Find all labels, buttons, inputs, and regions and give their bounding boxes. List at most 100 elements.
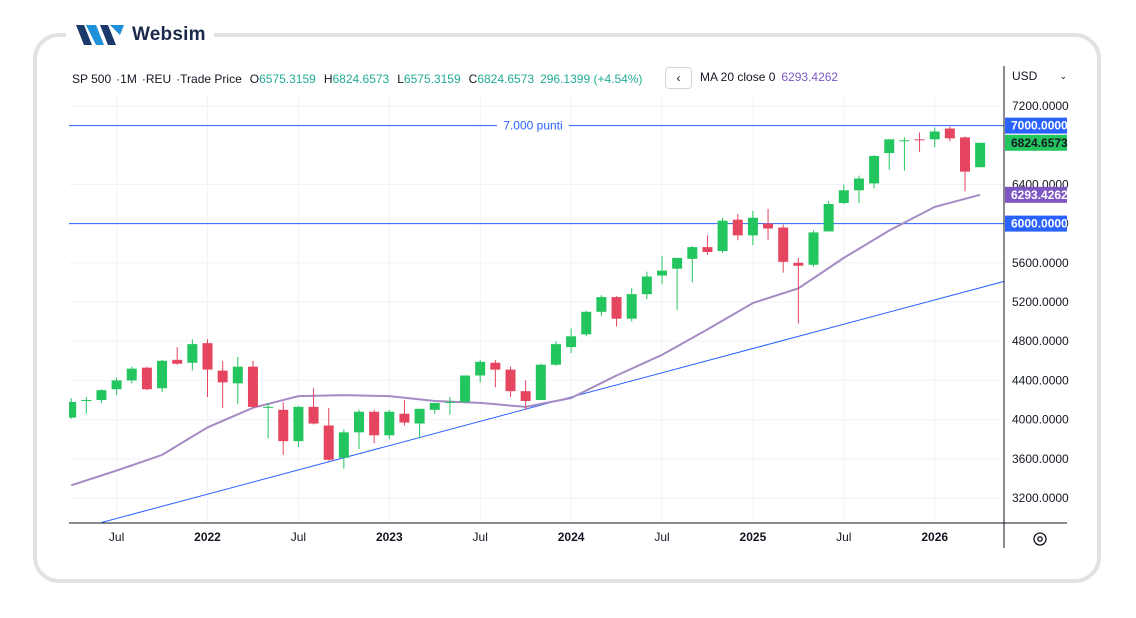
- candle-body: [384, 411, 395, 436]
- x-tick-label: Jul: [291, 530, 306, 544]
- candle-body: [308, 406, 319, 424]
- candle-body: [793, 262, 804, 266]
- candle-body: [535, 364, 546, 400]
- x-tick-label: 2026: [921, 530, 948, 544]
- collapse-legend-button[interactable]: ‹: [665, 67, 692, 89]
- change-value: 296.1399 (+4.54%): [540, 72, 643, 86]
- level-axis-label-bg: [1005, 215, 1067, 232]
- candle-body: [157, 360, 168, 389]
- candle-body: [247, 366, 258, 407]
- indicator-label: MA 20 close 0: [700, 70, 776, 84]
- candle-body: [126, 368, 137, 381]
- candle-body: [141, 367, 152, 390]
- x-tick-label: 2024: [558, 530, 585, 544]
- price-axis-label: 6824.6573: [1011, 136, 1068, 150]
- indicator-value: 6293.4262: [781, 70, 839, 84]
- y-tick-label: 3600.0000: [1012, 452, 1069, 466]
- x-tick-label: Jul: [109, 530, 124, 544]
- candle-body: [429, 402, 440, 410]
- candle-body: [853, 178, 864, 191]
- candle-body: [172, 359, 183, 364]
- open-label: O: [249, 72, 260, 86]
- currency-label: USD: [1012, 69, 1038, 83]
- candle-body: [520, 391, 531, 401]
- candle-body: [460, 375, 471, 402]
- close-value: 6824.6573: [477, 72, 535, 86]
- candle-body: [975, 142, 986, 168]
- candle-body: [96, 390, 107, 400]
- level-label: 7.000 punti: [503, 119, 562, 133]
- candle-body: [884, 139, 895, 154]
- candles: [69, 126, 986, 469]
- candle-body: [293, 406, 304, 442]
- brand-logo: Websim: [66, 18, 214, 52]
- candle-body: [899, 140, 910, 142]
- candle-body: [869, 155, 880, 184]
- candle-body: [475, 361, 486, 376]
- low-label: L: [397, 72, 404, 86]
- candle-body: [202, 343, 213, 370]
- candle-body: [596, 297, 607, 312]
- candle-body: [657, 270, 667, 276]
- chart-legend: SP 500 · 1M · REU · Trade Price O 6575.31…: [72, 72, 643, 86]
- high-label: H: [323, 72, 333, 86]
- candle-body: [823, 204, 834, 232]
- x-tick-label: Jul: [836, 530, 851, 544]
- data-source: REU: [145, 72, 172, 86]
- level-axis-label: 7000.0000: [1011, 119, 1068, 133]
- x-tick-label: Jul: [473, 530, 488, 544]
- y-tick-label: 4800.0000: [1012, 334, 1069, 348]
- chart-frame: [33, 33, 1101, 583]
- candle-body: [672, 257, 683, 269]
- x-tick-label: Jul: [654, 530, 669, 544]
- candle-body: [732, 219, 743, 236]
- candle-body: [414, 408, 425, 424]
- currency-selector[interactable]: USD ⌄: [1012, 67, 1067, 85]
- settings-gear-icon[interactable]: [1031, 530, 1049, 548]
- candle-body: [444, 401, 455, 403]
- candle-body: [263, 406, 274, 408]
- candle-body: [369, 411, 380, 436]
- x-tick-label: 2023: [376, 530, 403, 544]
- price-type: Trade Price: [180, 72, 242, 86]
- candle-body: [581, 311, 592, 335]
- open-value: 6575.3159: [259, 72, 316, 86]
- chevron-left-icon: ‹: [676, 71, 681, 85]
- candle-body: [566, 336, 577, 348]
- level-axis-label-bg: [1005, 117, 1067, 134]
- interval[interactable]: 1M: [120, 72, 137, 86]
- candle-body: [490, 362, 501, 370]
- candle-body: [323, 425, 334, 460]
- y-tick-label: 7200.0000: [1012, 99, 1069, 113]
- websim-logo-icon: [76, 25, 124, 45]
- candle-body: [217, 370, 228, 383]
- brand-name: Websim: [132, 24, 206, 45]
- candle-body: [778, 227, 789, 262]
- price-axis-label: 6293.4262: [1011, 188, 1068, 202]
- y-tick-label: 3200.0000: [1012, 491, 1069, 505]
- candle-body: [187, 344, 198, 363]
- candle-body: [808, 232, 819, 265]
- symbol-name[interactable]: SP 500: [72, 72, 112, 86]
- y-tick-label: 4400.0000: [1012, 373, 1069, 387]
- y-tick-label: 5200.0000: [1012, 295, 1069, 309]
- candle-body: [960, 137, 970, 172]
- candle-body: [278, 409, 289, 442]
- candle-body: [929, 131, 940, 140]
- candle-body: [838, 190, 849, 204]
- y-tick-label: 4000.0000: [1012, 413, 1069, 427]
- candle-body: [944, 128, 955, 139]
- level-axis-label: 6000.0000: [1011, 217, 1068, 231]
- x-tick-label: 2025: [740, 530, 767, 544]
- candle-body: [81, 400, 92, 401]
- price-axis-label-bg: [1005, 134, 1067, 151]
- candle-body: [747, 217, 758, 236]
- candle-body: [611, 297, 622, 319]
- candle-body: [641, 276, 652, 295]
- indicator-legend[interactable]: MA 20 close 0 6293.4262: [700, 70, 838, 84]
- x-tick-label: 2022: [194, 530, 221, 544]
- candle-body: [550, 344, 561, 365]
- candle-body: [702, 247, 713, 253]
- candle-body: [354, 411, 364, 433]
